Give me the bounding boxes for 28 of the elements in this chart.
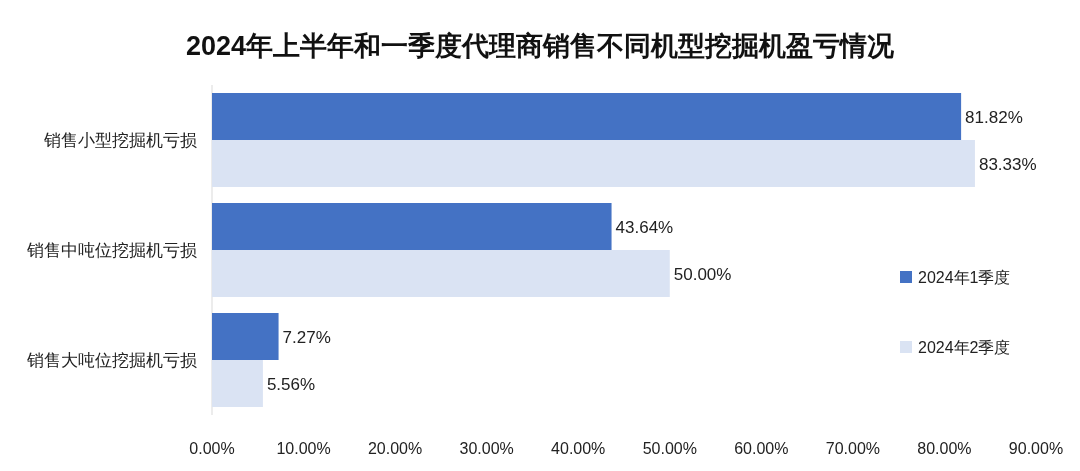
x-tick-label: 90.00%	[1008, 440, 1064, 457]
data-label: 50.00%	[673, 264, 732, 284]
data-label: 83.33%	[978, 154, 1037, 174]
x-tick-label: 60.00%	[734, 440, 789, 457]
data-label: 43.64%	[615, 217, 674, 237]
data-label: 5.56%	[266, 374, 316, 394]
y-tick-label: 销售大吨位挖掘机亏损	[26, 351, 197, 370]
data-label: 7.27%	[282, 327, 331, 347]
bar	[212, 93, 962, 140]
legend-label: 2024年1季度	[918, 269, 1011, 286]
data-label: 81.82%	[965, 107, 1023, 127]
bar	[212, 360, 263, 407]
y-tick-label: 销售中吨位挖掘机亏损	[26, 241, 197, 260]
x-tick-label: 10.00%	[276, 440, 331, 457]
x-tick-label: 30.00%	[459, 440, 514, 457]
bar	[212, 313, 279, 360]
x-tick-label: 0.00%	[189, 440, 235, 457]
bar	[212, 250, 670, 297]
x-tick-label: 50.00%	[642, 440, 697, 457]
x-tick-label: 40.00%	[551, 440, 606, 457]
x-tick-label: 20.00%	[367, 440, 423, 457]
x-tick-label: 80.00%	[917, 440, 972, 457]
bar	[212, 203, 612, 250]
chart-title: 2024年上半年和一季度代理商销售不同机型挖掘机盈亏情况	[185, 31, 896, 61]
legend-label: 2024年2季度	[918, 339, 1011, 356]
bar	[212, 140, 975, 187]
y-tick-label: 销售小型挖掘机亏损	[43, 131, 197, 150]
x-tick-label: 70.00%	[825, 440, 881, 457]
